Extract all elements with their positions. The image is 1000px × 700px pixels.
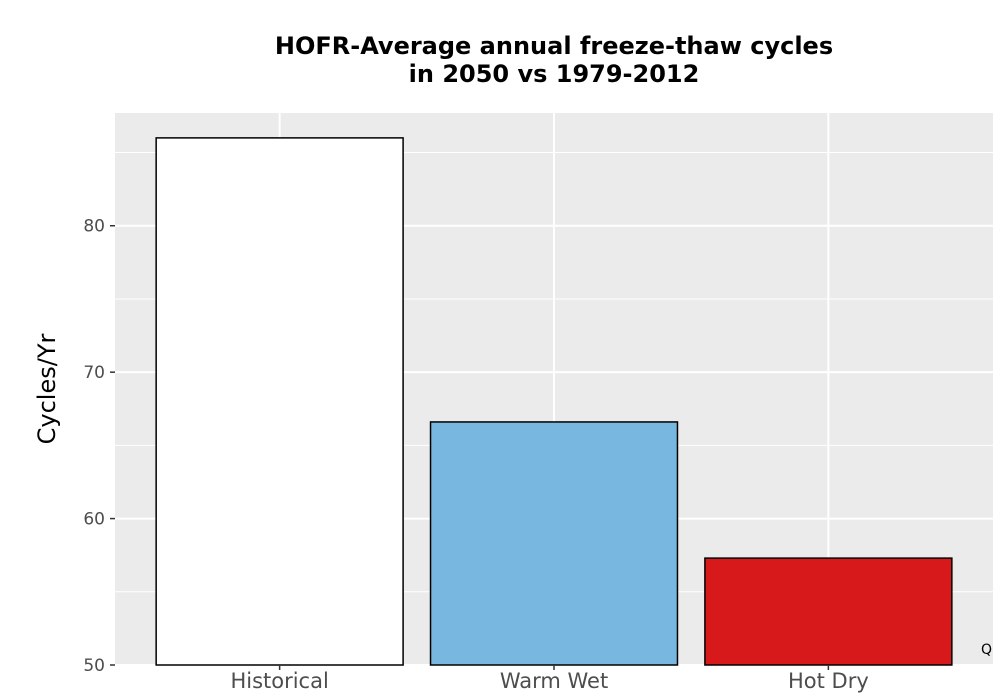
- chart-title: HOFR-Average annual freeze-thaw cycles i…: [115, 32, 993, 88]
- bar-historical: [155, 137, 404, 666]
- x-tick-label: Warm Wet: [500, 669, 608, 693]
- chart-title-line-2: in 2050 vs 1979-2012: [408, 60, 700, 88]
- corner-mark: Q: [981, 642, 992, 658]
- y-axis-title: Cycles/Yr: [33, 334, 61, 445]
- x-tick-label: Historical: [230, 669, 328, 693]
- bars: [155, 137, 953, 666]
- axes: 50 60 70 80 Historical Warm Wet Hot Dry: [83, 217, 868, 693]
- y-tick-label: 50: [83, 656, 105, 676]
- bar-warm-wet: [429, 421, 679, 666]
- bar-hot-dry: [704, 557, 953, 666]
- y-tick-label: 70: [83, 363, 105, 383]
- y-tick-label: 80: [83, 217, 105, 237]
- y-tick-label: 60: [83, 510, 105, 530]
- chart-title-line-1: HOFR-Average annual freeze-thaw cycles: [274, 32, 834, 60]
- x-tick-label: Hot Dry: [788, 669, 869, 693]
